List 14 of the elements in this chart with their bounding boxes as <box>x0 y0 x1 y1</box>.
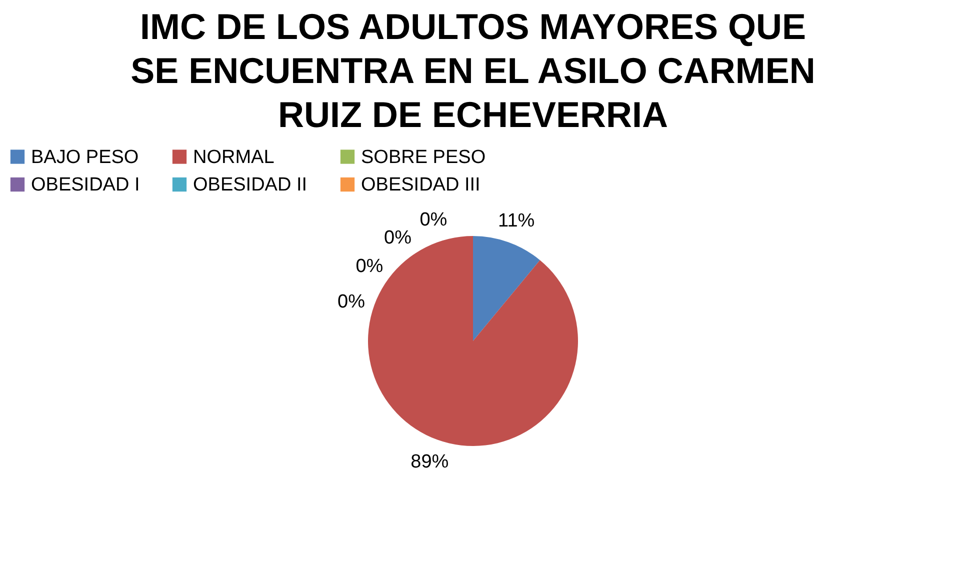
text: 0% <box>420 209 448 230</box>
pie-slice <box>473 236 540 341</box>
legend-label: NORMAL <box>193 146 274 168</box>
legend-label: OBESIDAD II <box>193 174 308 196</box>
data-label: 11% <box>498 210 535 232</box>
chart-title: IMC DE LOS ADULTOS MAYORES QUE SE ENCUENTRA EN EL ASILO CARMEN RUIZ DE ECHEVERRIA <box>130 6 816 135</box>
text: 0% <box>384 227 412 248</box>
data-label: 89% <box>410 451 449 472</box>
legend-label: BAJO PESO <box>31 146 139 168</box>
legend-label: SOBRE PESO <box>361 146 486 168</box>
legend-label: OBESIDAD III <box>361 174 480 196</box>
text: 0% <box>338 291 365 312</box>
text: 0% <box>356 256 384 277</box>
legend-label: OBESIDAD I <box>31 174 140 196</box>
